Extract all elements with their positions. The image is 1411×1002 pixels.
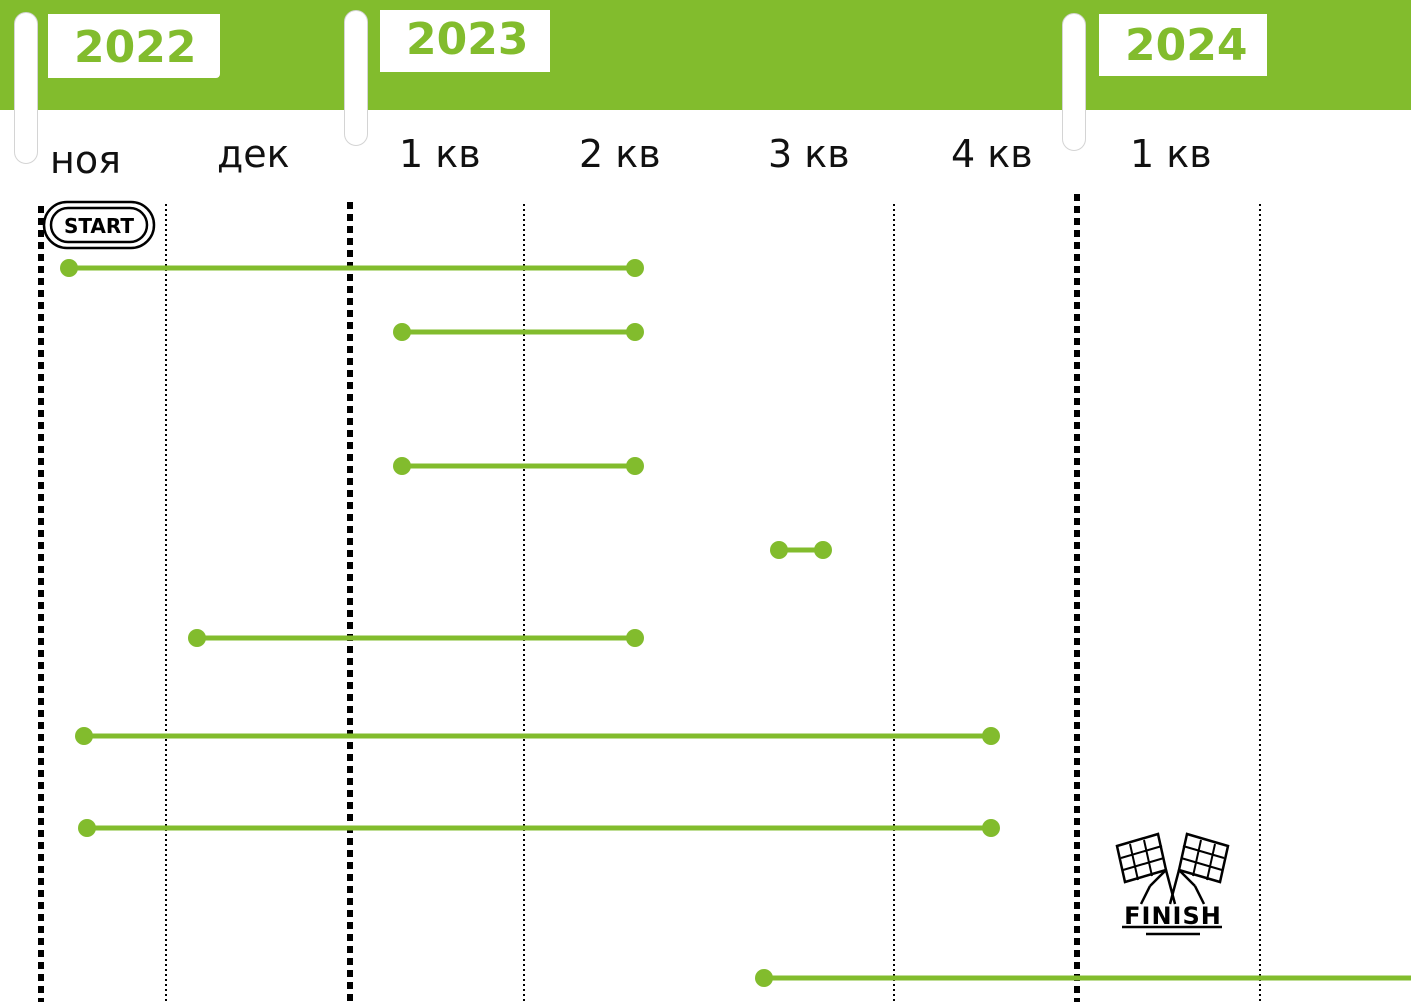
timeline-bars [60, 259, 1411, 987]
period-label-2023-q3: 3 кв [768, 132, 850, 176]
year-label-2024: 2024 [1125, 20, 1248, 71]
period-label-dec: дек [217, 132, 290, 176]
year-flag-2022: 2022 [48, 14, 220, 78]
timeline-bar [755, 969, 1411, 987]
timeline-bar-start-dot [60, 259, 78, 277]
period-label-2024-q1: 1 кв [1130, 132, 1212, 176]
period-label-2023-q2: 2 кв [579, 132, 661, 176]
timeline-bar-end-dot [626, 457, 644, 475]
timeline-bar-end-dot [982, 819, 1000, 837]
start-badge-label: START [64, 214, 134, 238]
flag-pole-2022 [14, 12, 38, 164]
timeline-bar-end-dot [626, 629, 644, 647]
timeline-bar-start-dot [770, 541, 788, 559]
timeline-bar [770, 541, 832, 559]
period-label-2023-q4: 4 кв [951, 132, 1033, 176]
period-label-2023-q1: 1 кв [399, 132, 481, 176]
timeline-bar [60, 259, 644, 277]
year-label-2023: 2023 [406, 14, 529, 65]
timeline-bar-end-dot [626, 323, 644, 341]
timeline-bar [393, 323, 644, 341]
flag-pole-2023 [344, 10, 368, 146]
year-label-2022: 2022 [74, 22, 197, 73]
timeline-bar [75, 727, 1000, 745]
timeline-bar-start-dot [75, 727, 93, 745]
finish-flags-icon [1115, 832, 1230, 936]
timeline-bar-end-dot [814, 541, 832, 559]
timeline-bar-end-dot [982, 727, 1000, 745]
start-badge: START [42, 200, 156, 250]
flag-pole-2024 [1062, 13, 1086, 151]
timeline-bar-start-dot [755, 969, 773, 987]
timeline-bar-start-dot [78, 819, 96, 837]
year-flag-2023: 2023 [380, 10, 550, 72]
period-label-nov: ноя [50, 138, 121, 182]
timeline-bar [188, 629, 644, 647]
timeline-bar-start-dot [188, 629, 206, 647]
finish-label: FINISH [1124, 902, 1222, 930]
timeline-bar-start-dot [393, 457, 411, 475]
timeline-bar-start-dot [393, 323, 411, 341]
year-flag-2024: 2024 [1099, 14, 1267, 76]
timeline-bar [78, 819, 1000, 837]
timeline-bar [393, 457, 644, 475]
timeline-bar-end-dot [626, 259, 644, 277]
